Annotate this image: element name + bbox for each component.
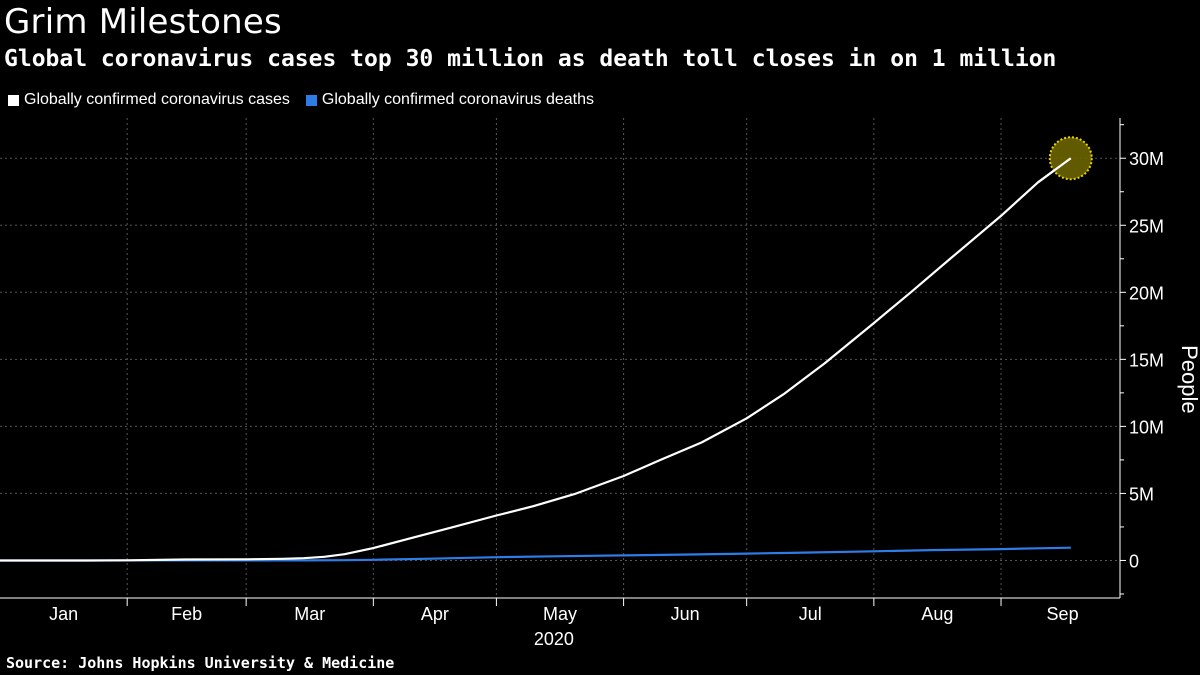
y-tick-label: 10M [1129,417,1164,437]
x-axis-label: 2020 [534,629,574,649]
legend-swatch-cases [8,94,19,106]
x-tick-label: Mar [294,604,325,624]
x-tick-label: Jul [799,604,822,624]
x-tick-label: May [543,604,577,624]
y-tick-label: 5M [1129,484,1154,504]
y-tick-label: 0 [1129,551,1139,571]
x-tick-label: Feb [171,604,202,624]
legend-label-deaths: Globally confirmed coronavirus deaths [321,91,595,108]
legend-item-deaths: Globally confirmed coronavirus deaths [305,91,595,109]
legend: Globally confirmed coronavirus cases Glo… [8,91,610,109]
x-tick-label: Sep [1047,604,1079,624]
y-axis-title: People [1177,345,1200,414]
x-tick-label: Jun [671,604,700,624]
y-tick-label: 30M [1129,149,1164,169]
x-tick-label: Jan [49,604,78,624]
y-tick-label: 15M [1129,350,1164,370]
legend-label-cases: Globally confirmed coronavirus cases [24,91,290,108]
chart-subtitle: Global coronavirus cases top 30 million … [4,46,1057,72]
chart-title: Grim Milestones [4,2,282,42]
legend-swatch-deaths [305,94,317,106]
highlight-line-tip [1037,157,1072,184]
legend-item-cases: Globally confirmed coronavirus cases [8,91,290,109]
y-tick-label: 25M [1129,216,1164,236]
source-note: Source: Johns Hopkins University & Medic… [6,654,395,672]
x-tick-label: Aug [921,604,953,624]
series-line-cases [0,157,1072,562]
series-line-deaths [0,546,1071,562]
x-tick-label: Apr [421,604,449,624]
y-tick-label: 20M [1129,283,1164,303]
